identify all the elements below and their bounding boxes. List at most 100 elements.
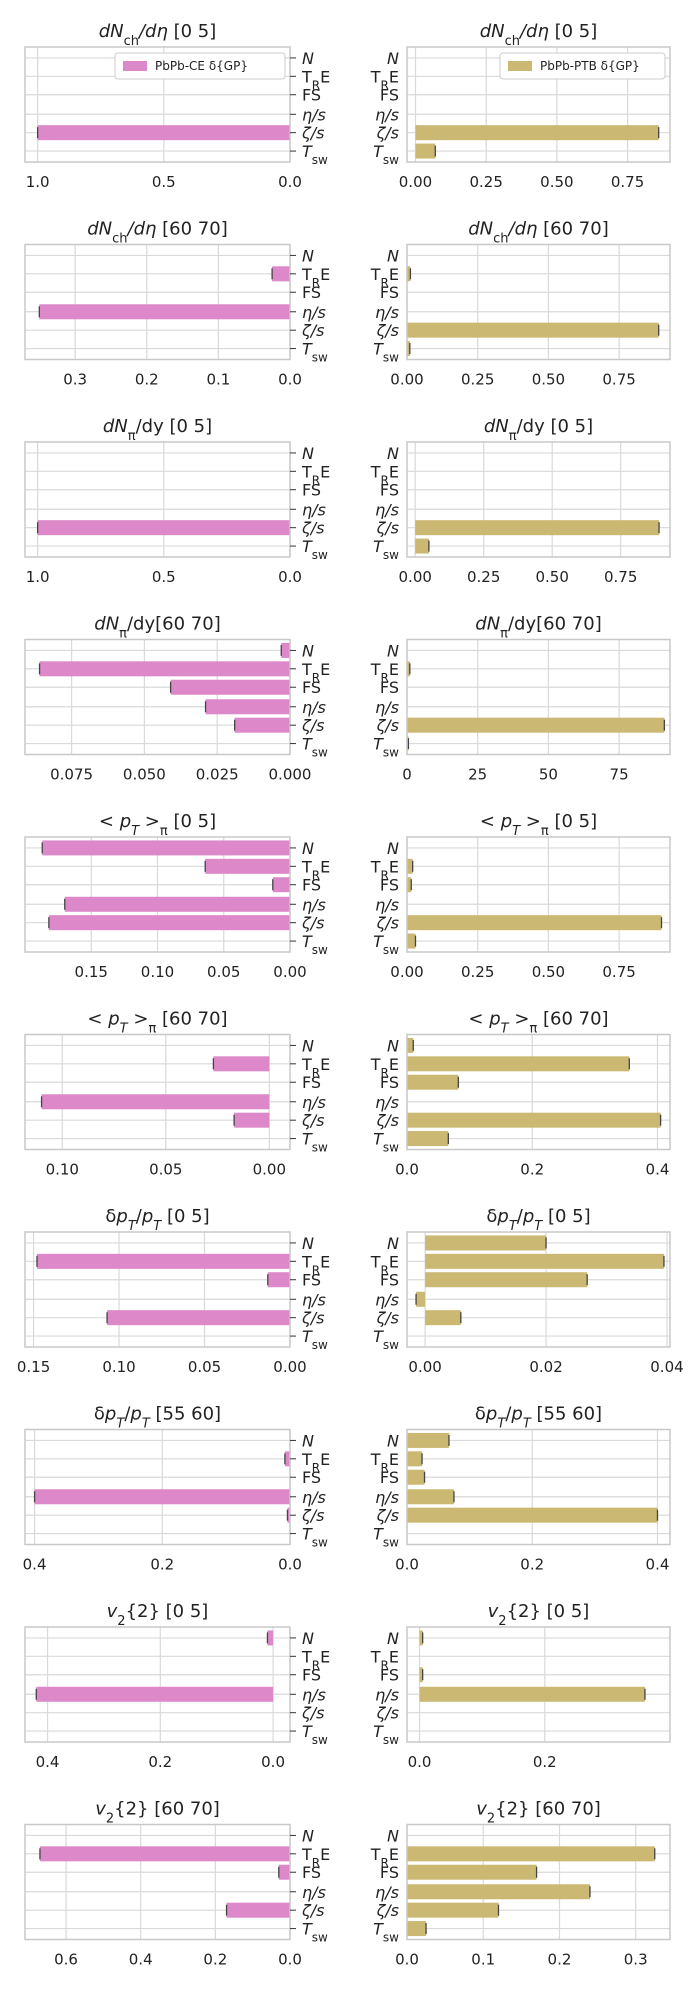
row-label-η/s: η/s — [375, 1883, 399, 1902]
row-label-ζ/s: ζ/s — [376, 1506, 399, 1525]
tick-label: 0.25 — [469, 173, 502, 191]
bar-η/s — [36, 1686, 274, 1702]
plot-frame — [406, 1823, 671, 1941]
tick-label: 0.15 — [75, 963, 108, 981]
tick-label: 0 — [402, 766, 412, 784]
bar-TRE — [39, 661, 290, 677]
tick-label: 0.000 — [269, 766, 312, 784]
row-label-N: N — [302, 1826, 314, 1845]
row-label-Tsw: Tsw — [373, 735, 399, 760]
row-label-TRE: TRE — [301, 462, 330, 487]
tick-label: 0.6 — [54, 1951, 78, 1969]
plot-frame — [406, 243, 671, 361]
legend-label: PbPb-PTB δ{GP} — [540, 59, 640, 73]
tick-label: 0.2 — [548, 1951, 572, 1969]
row-label-ζ/s: ζ/s — [301, 519, 324, 538]
row-label-η/s: η/s — [375, 1093, 399, 1112]
tick-label: 0.05 — [207, 963, 240, 981]
plot-frame — [406, 1033, 671, 1151]
subplot-13: 0.15 0.10 0.05 0.00 δpT/pT [0 5] NTREFSη/sζ/s… — [17, 1206, 330, 1376]
row-label-TRE: TRE — [301, 1055, 330, 1080]
plot-frame — [24, 1033, 291, 1151]
plot-frame — [24, 1231, 291, 1348]
bar-TRE — [39, 1846, 290, 1862]
row-label-η/s: η/s — [302, 303, 326, 322]
row-label-Tsw: Tsw — [373, 1722, 399, 1747]
tick-label: 0.0 — [408, 1753, 432, 1771]
bar-η/s — [41, 1094, 270, 1110]
row-label-Tsw: Tsw — [373, 142, 399, 167]
tick-label: 0.4 — [129, 1951, 153, 1969]
plot-frame — [24, 836, 291, 953]
row-label-η/s: η/s — [302, 895, 326, 914]
bar-η/s — [419, 1686, 645, 1702]
row-label-ζ/s: ζ/s — [301, 914, 324, 933]
subplot-title: v2{2} [0 5] — [488, 1601, 590, 1629]
row-label-FS: FS — [302, 1863, 321, 1882]
row-label-Tsw: Tsw — [302, 142, 328, 167]
row-label-ζ/s: ζ/s — [301, 1111, 324, 1130]
row-label-N: N — [302, 1234, 314, 1253]
bar-TRE — [407, 266, 411, 282]
subplot-title: v2{2} [0 5] — [107, 1601, 209, 1629]
bar-ζ/s — [234, 1112, 270, 1128]
tick-label: 0.50 — [532, 963, 565, 981]
bar-ζ/s — [287, 1507, 290, 1523]
tick-label: 0.05 — [149, 1161, 182, 1179]
row-label-FS: FS — [380, 1666, 399, 1685]
bar-ζ/s — [407, 1902, 499, 1918]
row-label-ζ/s: ζ/s — [301, 1506, 324, 1525]
row-label-TRE: TRE — [370, 1450, 399, 1475]
row-label-Tsw: Tsw — [373, 537, 399, 562]
bar-TRE — [272, 266, 290, 282]
row-label-FS: FS — [380, 1073, 399, 1092]
plot-frame — [406, 1428, 671, 1546]
bar-TRE — [36, 1253, 290, 1269]
row-label-ζ/s: ζ/s — [376, 1309, 399, 1328]
bar-FS — [425, 1272, 588, 1288]
row-label-ζ/s: ζ/s — [376, 519, 399, 538]
tick-label: 0.10 — [141, 963, 174, 981]
tick-label: 0.05 — [188, 1358, 221, 1376]
bar-N — [407, 1037, 414, 1053]
row-label-Tsw: Tsw — [373, 1525, 399, 1550]
bar-FS — [419, 1667, 423, 1683]
row-label-N: N — [387, 1826, 399, 1845]
tick-label: 0.25 — [461, 963, 494, 981]
tick-label: 0.0 — [278, 568, 302, 586]
bar-Tsw — [407, 1131, 449, 1147]
row-label-FS: FS — [302, 1666, 321, 1685]
subplot-7: 0.075 0.050 0.025 0.000 dNπ/dy[60 70] NTREFSη… — [24, 614, 330, 784]
subplot-title: v2{2} [60 70] — [95, 1799, 220, 1827]
subplot-title: dNπ/dy[60 70] — [475, 614, 601, 642]
row-label-FS: FS — [380, 1271, 399, 1290]
plot-frame — [24, 46, 291, 163]
row-label-η/s: η/s — [375, 895, 399, 914]
tick-label: 0.2 — [520, 1161, 544, 1179]
row-label-η/s: η/s — [302, 1685, 326, 1704]
row-label-ζ/s: ζ/s — [376, 321, 399, 340]
plot-frame — [24, 1823, 291, 1941]
row-label-TRE: TRE — [301, 1845, 330, 1870]
bar-FS — [407, 1469, 425, 1485]
row-label-N: N — [302, 444, 314, 463]
row-label-FS: FS — [380, 1468, 399, 1487]
tick-label: 0.0 — [395, 1556, 419, 1574]
row-label-TRE: TRE — [370, 1252, 399, 1277]
row-label-N: N — [302, 49, 314, 68]
row-label-N: N — [387, 1629, 399, 1648]
row-label-η/s: η/s — [302, 1290, 326, 1309]
legend-box — [114, 52, 286, 80]
tick-label: 0.00 — [390, 963, 423, 981]
bar-N — [267, 1630, 274, 1646]
row-label-Tsw: Tsw — [302, 1525, 328, 1550]
row-label-TRE: TRE — [370, 857, 399, 882]
tick-label: 0.050 — [123, 766, 166, 784]
bar-ζ/s — [107, 1310, 290, 1326]
row-label-FS: FS — [302, 481, 321, 500]
